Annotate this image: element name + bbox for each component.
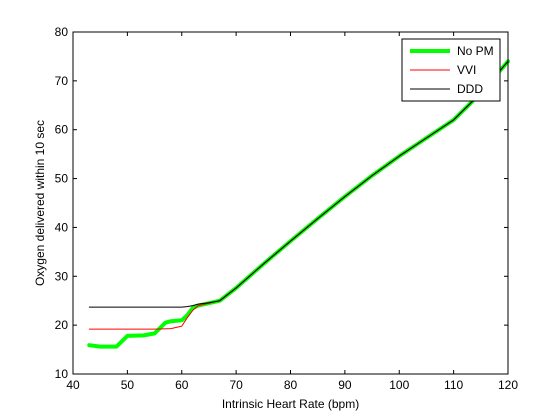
x-tick-label: 50 <box>121 378 135 392</box>
x-tick-label: 90 <box>338 378 352 392</box>
x-tick-label: 80 <box>284 378 298 392</box>
y-axis-label: Oxygen delivered within 10 sec <box>33 120 47 286</box>
legend: No PM VVI DDD <box>401 38 501 102</box>
legend-entry-label: No PM <box>457 44 494 58</box>
y-tick-label: 40 <box>55 220 69 234</box>
y-tick-label: 50 <box>55 172 69 186</box>
x-tick-label: 100 <box>389 378 409 392</box>
y-tick-label: 10 <box>55 367 69 381</box>
x-tick-label: 60 <box>175 378 189 392</box>
y-tick-label: 30 <box>55 269 69 283</box>
series-line-ddd <box>88 60 509 308</box>
x-tick-label: 120 <box>498 378 518 392</box>
x-axis-label: Intrinsic Heart Rate (bpm) <box>222 397 359 411</box>
series-layer <box>87 59 510 349</box>
y-tick-label: 80 <box>55 25 69 39</box>
y-tick-label: 70 <box>55 74 69 88</box>
y-tick-label: 20 <box>55 318 69 332</box>
legend-entry-label: VVI <box>457 63 476 77</box>
y-tick-label: 60 <box>55 123 69 137</box>
legend-entry-label: DDD <box>457 82 483 96</box>
x-tick-label: 70 <box>229 378 243 392</box>
x-tick-label: 40 <box>66 378 80 392</box>
x-tick-label: 110 <box>444 378 463 392</box>
ticks-layer: 40 50 60 70 80 90 100 110 120 10 20 30 40 50 60 70 80 <box>55 25 519 392</box>
